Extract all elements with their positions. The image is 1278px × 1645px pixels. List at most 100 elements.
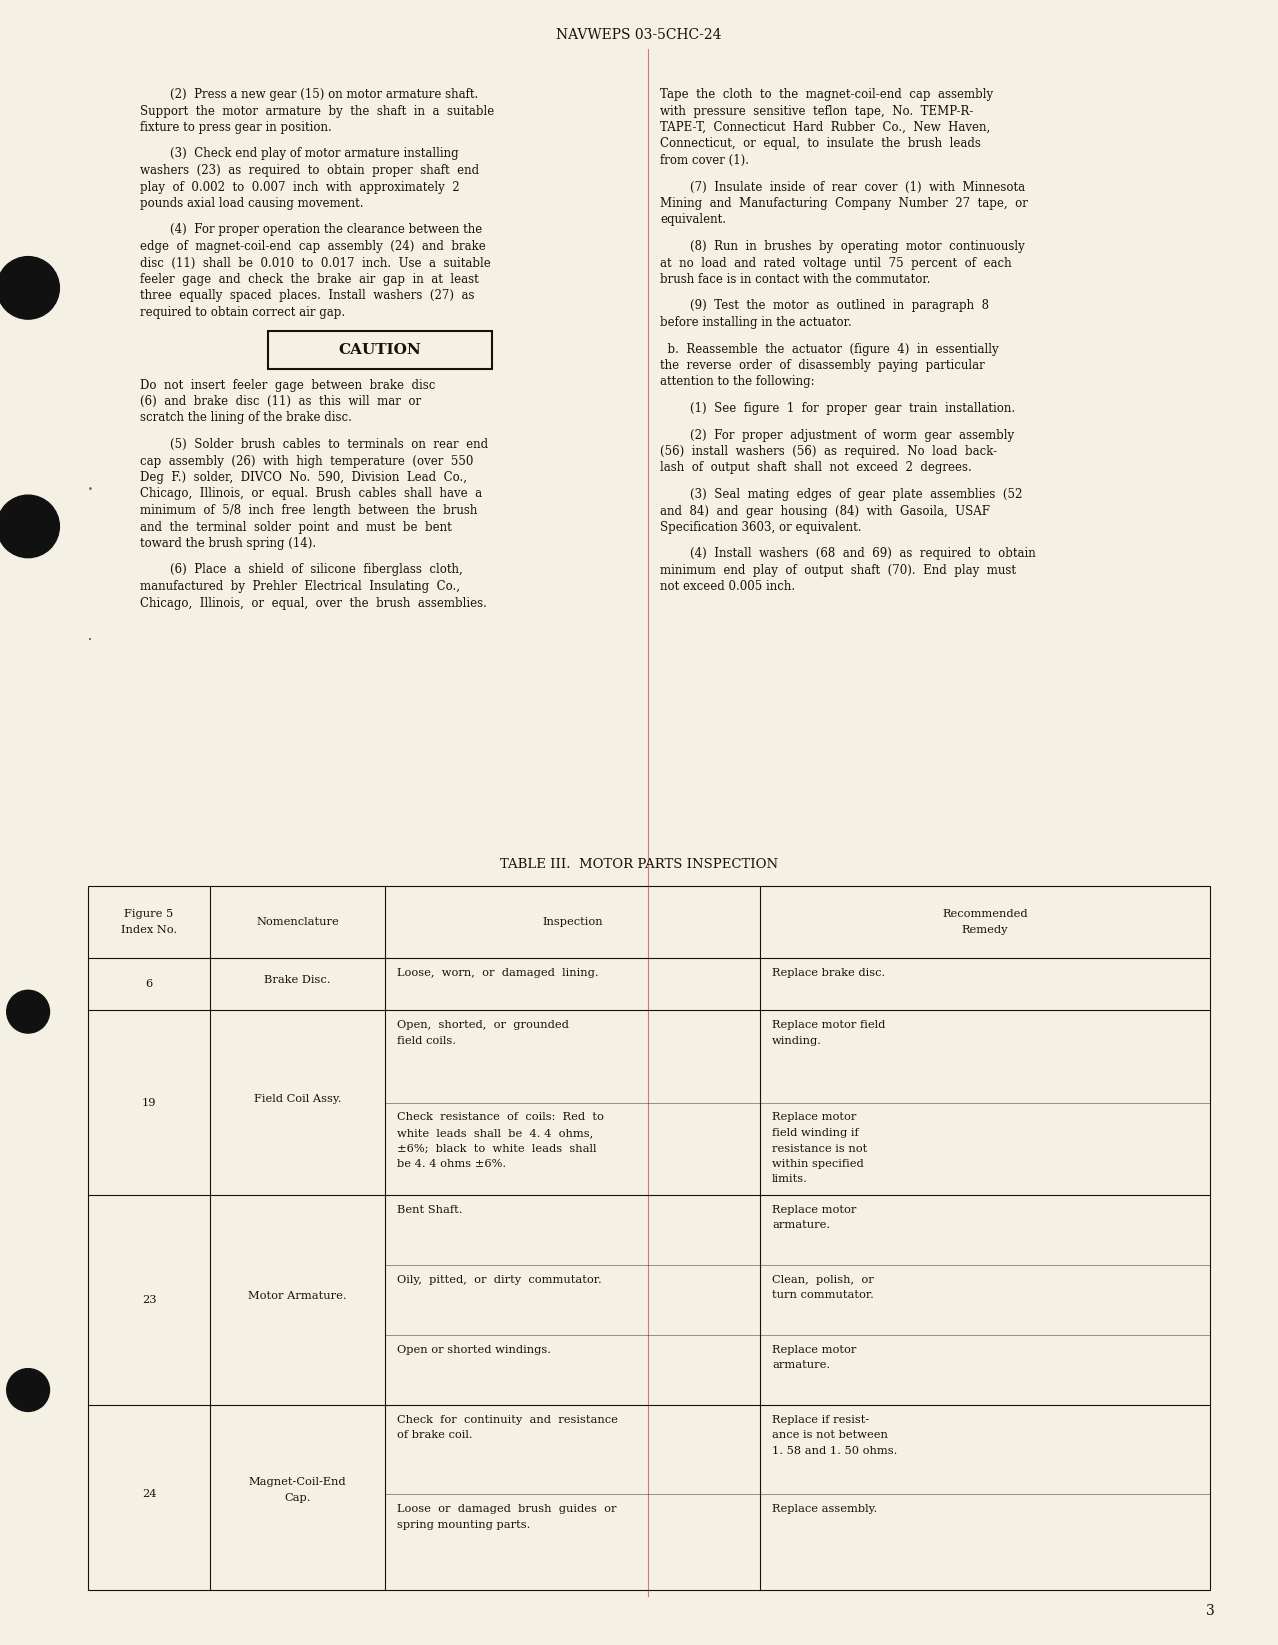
Text: 3: 3: [1205, 1604, 1214, 1619]
Text: NAVWEPS 03-5CHC-24: NAVWEPS 03-5CHC-24: [556, 28, 722, 43]
Text: (3)  Check end play of motor armature installing: (3) Check end play of motor armature ins…: [141, 148, 459, 161]
Text: toward the brush spring (14).: toward the brush spring (14).: [141, 536, 316, 549]
Text: Check  resistance  of  coils:  Red  to: Check resistance of coils: Red to: [397, 1112, 604, 1122]
Text: Tape  the  cloth  to  the  magnet-coil-end  cap  assembly: Tape the cloth to the magnet-coil-end ca…: [659, 87, 993, 100]
Text: (2)  For  proper  adjustment  of  worm  gear  assembly: (2) For proper adjustment of worm gear a…: [659, 428, 1015, 441]
Text: from cover (1).: from cover (1).: [659, 155, 749, 168]
Text: white  leads  shall  be  4. 4  ohms,: white leads shall be 4. 4 ohms,: [397, 1128, 593, 1138]
Text: three  equally  spaced  places.  Install  washers  (27)  as: three equally spaced places. Install was…: [141, 290, 474, 303]
Text: (2)  Press a new gear (15) on motor armature shaft.: (2) Press a new gear (15) on motor armat…: [141, 87, 478, 100]
Text: Recommended: Recommended: [942, 910, 1028, 920]
Text: TAPE-T,  Connecticut  Hard  Rubber  Co.,  New  Haven,: TAPE-T, Connecticut Hard Rubber Co., New…: [659, 122, 990, 133]
FancyBboxPatch shape: [268, 331, 492, 368]
Text: •: •: [88, 637, 92, 643]
Text: Nomenclature: Nomenclature: [256, 916, 339, 928]
Text: winding.: winding.: [772, 1035, 822, 1046]
Circle shape: [0, 257, 59, 319]
Text: TABLE III.  MOTOR PARTS INSPECTION: TABLE III. MOTOR PARTS INSPECTION: [500, 859, 778, 870]
Text: Loose  or  damaged  brush  guides  or: Loose or damaged brush guides or: [397, 1504, 616, 1513]
Text: Specification 3603, or equivalent.: Specification 3603, or equivalent.: [659, 521, 861, 535]
Text: attention to the following:: attention to the following:: [659, 375, 814, 388]
Text: equivalent.: equivalent.: [659, 214, 726, 227]
Text: within specified: within specified: [772, 1160, 864, 1170]
Text: armature.: armature.: [772, 1221, 831, 1230]
Text: Field Coil Assy.: Field Coil Assy.: [254, 1094, 341, 1104]
Bar: [88, 887, 1210, 1591]
Text: ±6%;  black  to  white  leads  shall: ±6%; black to white leads shall: [397, 1143, 597, 1153]
Text: Mining  and  Manufacturing  Company  Number  27  tape,  or: Mining and Manufacturing Company Number …: [659, 197, 1028, 211]
Text: Do  not  insert  feeler  gage  between  brake  disc: Do not insert feeler gage between brake …: [141, 378, 436, 392]
Text: Figure 5: Figure 5: [124, 910, 174, 920]
Text: (3)  Seal  mating  edges  of  gear  plate  assemblies  (52: (3) Seal mating edges of gear plate asse…: [659, 489, 1022, 502]
Text: (56)  install  washers  (56)  as  required.  No  load  back-: (56) install washers (56) as required. N…: [659, 446, 997, 457]
Circle shape: [6, 1369, 50, 1411]
Text: spring mounting parts.: spring mounting parts.: [397, 1520, 530, 1530]
Text: (1)  See  figure  1  for  proper  gear  train  installation.: (1) See figure 1 for proper gear train i…: [659, 401, 1015, 415]
Text: Replace motor: Replace motor: [772, 1112, 856, 1122]
Text: turn commutator.: turn commutator.: [772, 1290, 874, 1301]
Text: lash  of  output  shaft  shall  not  exceed  2  degrees.: lash of output shaft shall not exceed 2 …: [659, 462, 971, 474]
Text: resistance is not: resistance is not: [772, 1143, 868, 1153]
Text: Oily,  pitted,  or  dirty  commutator.: Oily, pitted, or dirty commutator.: [397, 1275, 602, 1285]
Text: 19: 19: [142, 1097, 156, 1107]
Text: field winding if: field winding if: [772, 1128, 859, 1138]
Text: Check  for  continuity  and  resistance: Check for continuity and resistance: [397, 1415, 617, 1425]
Text: 1. 58 and 1. 50 ohms.: 1. 58 and 1. 50 ohms.: [772, 1446, 897, 1456]
Text: manufactured  by  Prehler  Electrical  Insulating  Co.,: manufactured by Prehler Electrical Insul…: [141, 581, 460, 592]
Text: 23: 23: [142, 1295, 156, 1304]
Text: Motor Armature.: Motor Armature.: [248, 1291, 346, 1301]
Text: Magnet-Coil-End: Magnet-Coil-End: [249, 1477, 346, 1487]
Text: scratch the lining of the brake disc.: scratch the lining of the brake disc.: [141, 411, 351, 424]
Text: brush face is in contact with the commutator.: brush face is in contact with the commut…: [659, 273, 930, 286]
Text: Remedy: Remedy: [962, 924, 1008, 934]
Text: play  of  0.002  to  0.007  inch  with  approximately  2: play of 0.002 to 0.007 inch with approxi…: [141, 181, 460, 194]
Text: Chicago,  Illinois,  or  equal.  Brush  cables  shall  have  a: Chicago, Illinois, or equal. Brush cable…: [141, 487, 482, 500]
Text: (8)  Run  in  brushes  by  operating  motor  continuously: (8) Run in brushes by operating motor co…: [659, 240, 1025, 253]
Text: Deg  F.)  solder,  DIVCO  No.  590,  Division  Lead  Co.,: Deg F.) solder, DIVCO No. 590, Division …: [141, 470, 466, 484]
Text: Replace assembly.: Replace assembly.: [772, 1504, 877, 1513]
Text: limits.: limits.: [772, 1175, 808, 1184]
Text: before installing in the actuator.: before installing in the actuator.: [659, 316, 851, 329]
Text: not exceed 0.005 inch.: not exceed 0.005 inch.: [659, 581, 795, 594]
Text: (4)  For proper operation the clearance between the: (4) For proper operation the clearance b…: [141, 224, 482, 237]
Circle shape: [6, 990, 50, 1033]
Text: Connecticut,  or  equal,  to  insulate  the  brush  leads: Connecticut, or equal, to insulate the b…: [659, 138, 982, 150]
Text: Brake Disc.: Brake Disc.: [265, 975, 331, 985]
Text: (5)  Solder  brush  cables  to  terminals  on  rear  end: (5) Solder brush cables to terminals on …: [141, 438, 488, 451]
Text: (6)  and  brake  disc  (11)  as  this  will  mar  or: (6) and brake disc (11) as this will mar…: [141, 395, 422, 408]
Text: (7)  Insulate  inside  of  rear  cover  (1)  with  Minnesota: (7) Insulate inside of rear cover (1) wi…: [659, 181, 1025, 194]
Text: Replace motor field: Replace motor field: [772, 1020, 886, 1030]
Text: edge  of  magnet-coil-end  cap  assembly  (24)  and  brake: edge of magnet-coil-end cap assembly (24…: [141, 240, 486, 253]
Text: Replace motor: Replace motor: [772, 1206, 856, 1216]
Text: Cap.: Cap.: [284, 1492, 311, 1504]
Text: cap  assembly  (26)  with  high  temperature  (over  550: cap assembly (26) with high temperature …: [141, 454, 473, 467]
Text: Clean,  polish,  or: Clean, polish, or: [772, 1275, 874, 1285]
Text: ance is not between: ance is not between: [772, 1431, 888, 1441]
Text: and  the  terminal  solder  point  and  must  be  bent: and the terminal solder point and must b…: [141, 520, 451, 533]
Text: 6: 6: [146, 979, 152, 989]
Text: of brake coil.: of brake coil.: [397, 1431, 473, 1441]
Text: Chicago,  Illinois,  or  equal,  over  the  brush  assemblies.: Chicago, Illinois, or equal, over the br…: [141, 597, 487, 610]
Text: Support  the  motor  armature  by  the  shaft  in  a  suitable: Support the motor armature by the shaft …: [141, 105, 495, 117]
Text: and  84)  and  gear  housing  (84)  with  Gasoila,  USAF: and 84) and gear housing (84) with Gasoi…: [659, 505, 990, 518]
Text: required to obtain correct air gap.: required to obtain correct air gap.: [141, 306, 345, 319]
Text: pounds axial load causing movement.: pounds axial load causing movement.: [141, 197, 363, 211]
Text: Replace motor: Replace motor: [772, 1346, 856, 1355]
Text: with  pressure  sensitive  teflon  tape,  No.  TEMP-R-: with pressure sensitive teflon tape, No.…: [659, 105, 974, 117]
Text: Bent Shaft.: Bent Shaft.: [397, 1206, 463, 1216]
Text: disc  (11)  shall  be  0.010  to  0.017  inch.  Use  a  suitable: disc (11) shall be 0.010 to 0.017 inch. …: [141, 257, 491, 270]
Text: be 4. 4 ohms ±6%.: be 4. 4 ohms ±6%.: [397, 1160, 506, 1170]
Text: minimum  of  5/8  inch  free  length  between  the  brush: minimum of 5/8 inch free length between …: [141, 503, 478, 517]
Text: at  no  load  and  rated  voltage  until  75  percent  of  each: at no load and rated voltage until 75 pe…: [659, 257, 1012, 270]
Text: field coils.: field coils.: [397, 1035, 456, 1046]
Text: (9)  Test  the  motor  as  outlined  in  paragraph  8: (9) Test the motor as outlined in paragr…: [659, 299, 989, 313]
Text: 24: 24: [142, 1489, 156, 1499]
Text: the  reverse  order  of  disassembly  paying  particular: the reverse order of disassembly paying …: [659, 359, 985, 372]
Text: (6)  Place  a  shield  of  silicone  fiberglass  cloth,: (6) Place a shield of silicone fiberglas…: [141, 564, 463, 576]
Text: feeler  gage  and  check  the  brake  air  gap  in  at  least: feeler gage and check the brake air gap …: [141, 273, 479, 286]
Text: Open or shorted windings.: Open or shorted windings.: [397, 1346, 551, 1355]
Text: Inspection: Inspection: [542, 916, 603, 928]
Text: CAUTION: CAUTION: [339, 342, 422, 357]
Text: washers  (23)  as  required  to  obtain  proper  shaft  end: washers (23) as required to obtain prope…: [141, 164, 479, 178]
Text: minimum  end  play  of  output  shaft  (70).  End  play  must: minimum end play of output shaft (70). E…: [659, 564, 1016, 577]
